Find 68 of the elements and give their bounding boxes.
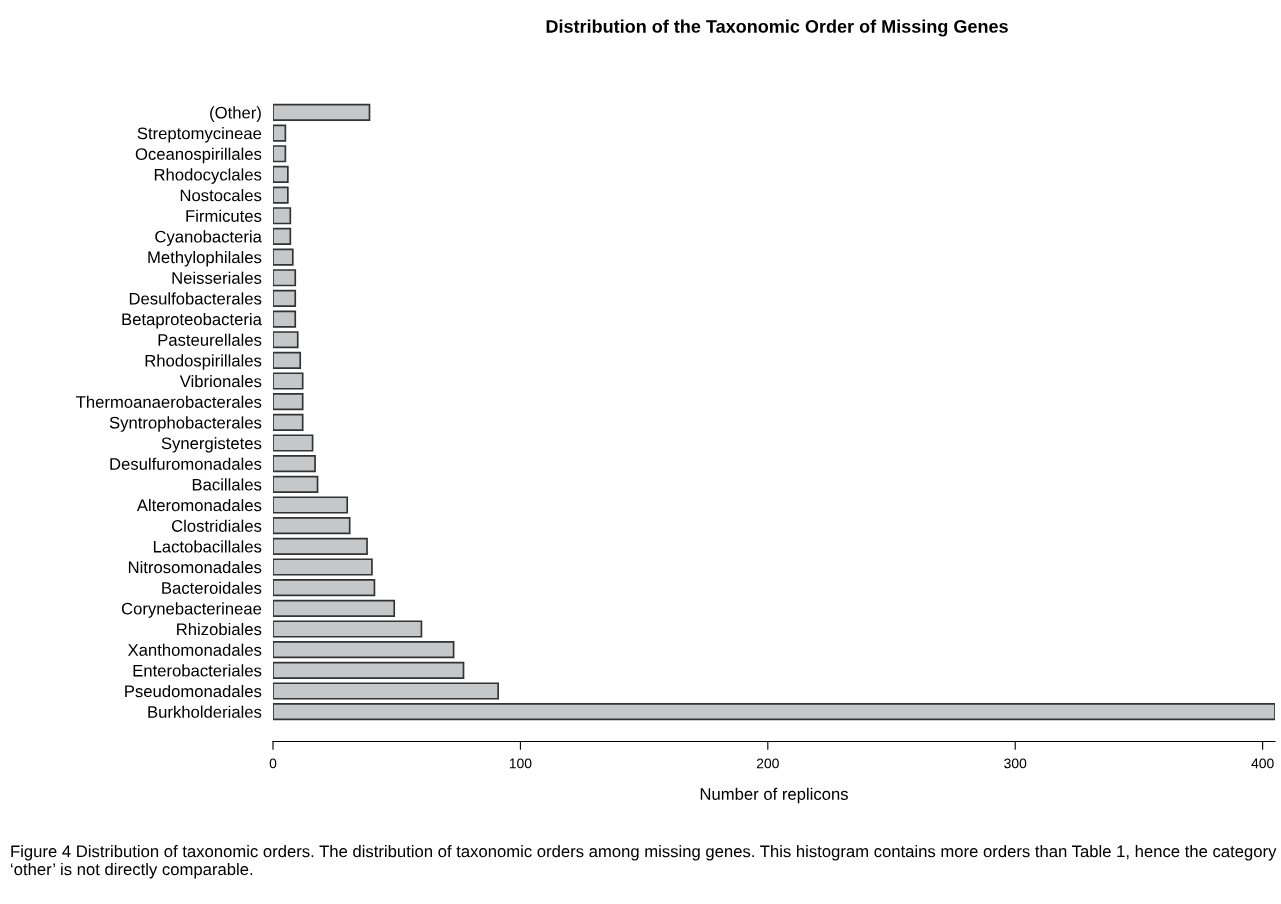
y-tick-label: Rhodospirillales [145,354,262,370]
bar [273,413,304,431]
x-tick-label: 400 [1251,758,1274,769]
x-tick-label: 200 [756,758,779,769]
bar [273,661,465,679]
y-tick-label: Rhizobiales [177,622,262,636]
x-tick-label: 300 [1004,758,1027,769]
y-tick-label: Pasteurellales [158,333,262,346]
x-tick-label: 0 [269,758,277,769]
bar [273,475,319,493]
y-tick-label: Thermoanaerobacterales [76,395,262,408]
y-tick-label: Neisseriales [172,271,262,284]
y-tick-label: Betaproteobacteria [122,313,262,329]
bar [273,682,499,700]
y-tick-label: Nostocales [180,189,262,202]
y-tick-label: Corynebacterineae [121,602,262,618]
caption: Figure 4 Distribution of taxonomic orders. The distribution of taxonomic orders among missing genes. This histogram contains more orders than Table 1, hence the category ‘other’ is not directly comparable. [11,845,1277,879]
bar [273,165,289,183]
bar [273,558,373,576]
bar [273,455,316,473]
y-tick-label: Clostridiales [171,519,262,532]
y-tick-label: Pseudomonadales [125,684,262,698]
bar [273,434,314,452]
bar [273,248,294,266]
y-tick-label: Nitrosomonadales [128,560,262,574]
y-tick-label: Bacteroidales [162,581,262,594]
bar [273,331,299,349]
y-tick-label: Streptomycineae [137,127,262,143]
y-tick-label: Rhodocyclales [154,168,262,184]
bar [273,599,396,617]
bar [273,496,349,514]
y-tick-label: Firmicutes [186,209,262,222]
x-axis-title: Number of replicons [700,787,848,804]
bar [273,186,289,204]
bar [273,103,371,121]
bar [273,537,368,555]
bar [273,289,297,307]
bar [273,517,351,535]
y-tick-label: Desulfuromonadales [110,457,262,470]
bar [273,269,297,287]
chart-title: Distribution of the Taxonomic Order of Missing Genes [546,19,1008,37]
bar [273,207,292,225]
y-tick-label: Methylophilales [148,251,262,267]
y-tick-label: Alteromonadales [136,498,262,512]
y-tick-label: Bacillales [192,478,262,491]
y-tick-label: Enterobacteriales [133,664,262,677]
bar [273,124,287,142]
bar [273,641,455,659]
bar [273,703,1275,721]
bar [273,579,376,597]
bar [273,372,304,390]
y-tick-label: (Other) [210,106,261,122]
y-tick-label: Syntrophobacterales [109,416,262,432]
y-tick-label: Synergistetes [161,436,262,453]
bar [273,310,297,328]
bar [273,351,302,369]
y-tick-label: Desulfobacterales [129,292,262,305]
y-tick-label: Lactobacillales [153,540,262,553]
bar [273,393,304,411]
bar [273,620,423,638]
y-tick-label: Xanthomonadales [127,643,262,656]
y-tick-label: Cyanobacteria [155,230,262,246]
y-tick-label: Burkholderiales [148,705,262,718]
y-tick-label: Oceanospirillales [135,147,262,164]
bar [273,227,292,245]
bar [273,145,287,163]
x-tick-label: 100 [509,758,532,769]
y-tick-label: Vibrionales [179,375,262,388]
